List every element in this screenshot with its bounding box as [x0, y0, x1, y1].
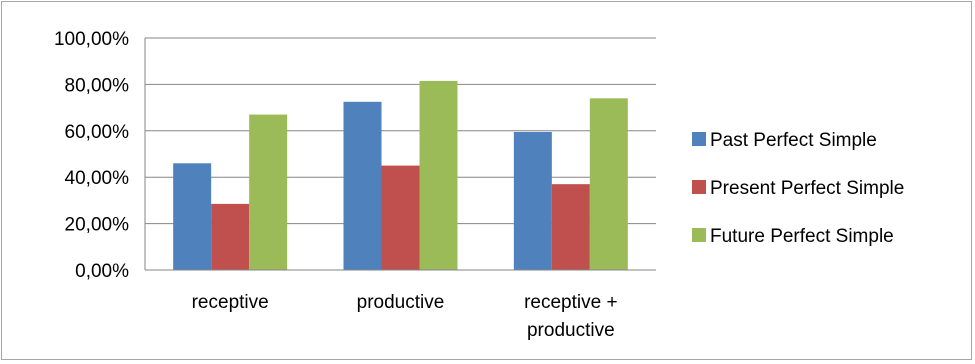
x-tick-label: receptive + productive	[524, 292, 617, 341]
bar-chart: 0,00% 20,00% 40,00% 60,00% 80,00% 100,00% rec…	[54, 29, 904, 341]
bar-present-perfect-simple	[551, 184, 590, 270]
bar-past-perfect-simple	[173, 163, 212, 270]
legend-label: Present Perfect Simple	[710, 178, 904, 199]
legend-label: Past Perfect Simple	[710, 130, 877, 151]
x-tick-label: productive	[357, 292, 445, 313]
bar-past-perfect-simple	[343, 101, 382, 270]
x-tick-label: receptive	[192, 292, 269, 313]
y-tick-label: 80,00%	[65, 75, 130, 96]
y-axis-tick-labels: 0,00% 20,00% 40,00% 60,00% 80,00% 100,00%	[54, 29, 129, 282]
legend-item: Past Perfect Simple	[692, 130, 877, 151]
y-tick-label: 20,00%	[65, 215, 130, 236]
x-tick-label-line: receptive +	[524, 292, 617, 313]
x-tick-label-line: productive	[527, 320, 615, 341]
x-tick-label-line: receptive	[192, 292, 269, 313]
legend: Past Perfect Simple Present Perfect Simpl…	[692, 130, 904, 247]
legend-swatch	[692, 132, 706, 146]
y-tick-label: 0,00%	[75, 261, 129, 282]
bar-past-perfect-simple	[513, 131, 552, 270]
bar-future-perfect-simple	[419, 80, 458, 270]
bar-present-perfect-simple	[211, 203, 250, 270]
bar-present-perfect-simple	[381, 165, 420, 270]
y-tick-label: 100,00%	[54, 29, 129, 50]
bar-future-perfect-simple	[249, 114, 288, 270]
y-tick-label: 40,00%	[65, 168, 130, 189]
bars	[173, 80, 628, 270]
y-tick-label: 60,00%	[65, 122, 130, 143]
x-tick-label-line: productive	[357, 292, 445, 313]
legend-swatch	[692, 180, 706, 194]
legend-item: Present Perfect Simple	[692, 178, 904, 199]
legend-item: Future Perfect Simple	[692, 226, 894, 247]
legend-swatch	[692, 228, 706, 242]
axes	[144, 38, 656, 271]
x-axis-tick-labels: receptive productive receptive + productive	[192, 292, 618, 341]
bar-future-perfect-simple	[589, 98, 628, 270]
legend-label: Future Perfect Simple	[710, 226, 894, 247]
